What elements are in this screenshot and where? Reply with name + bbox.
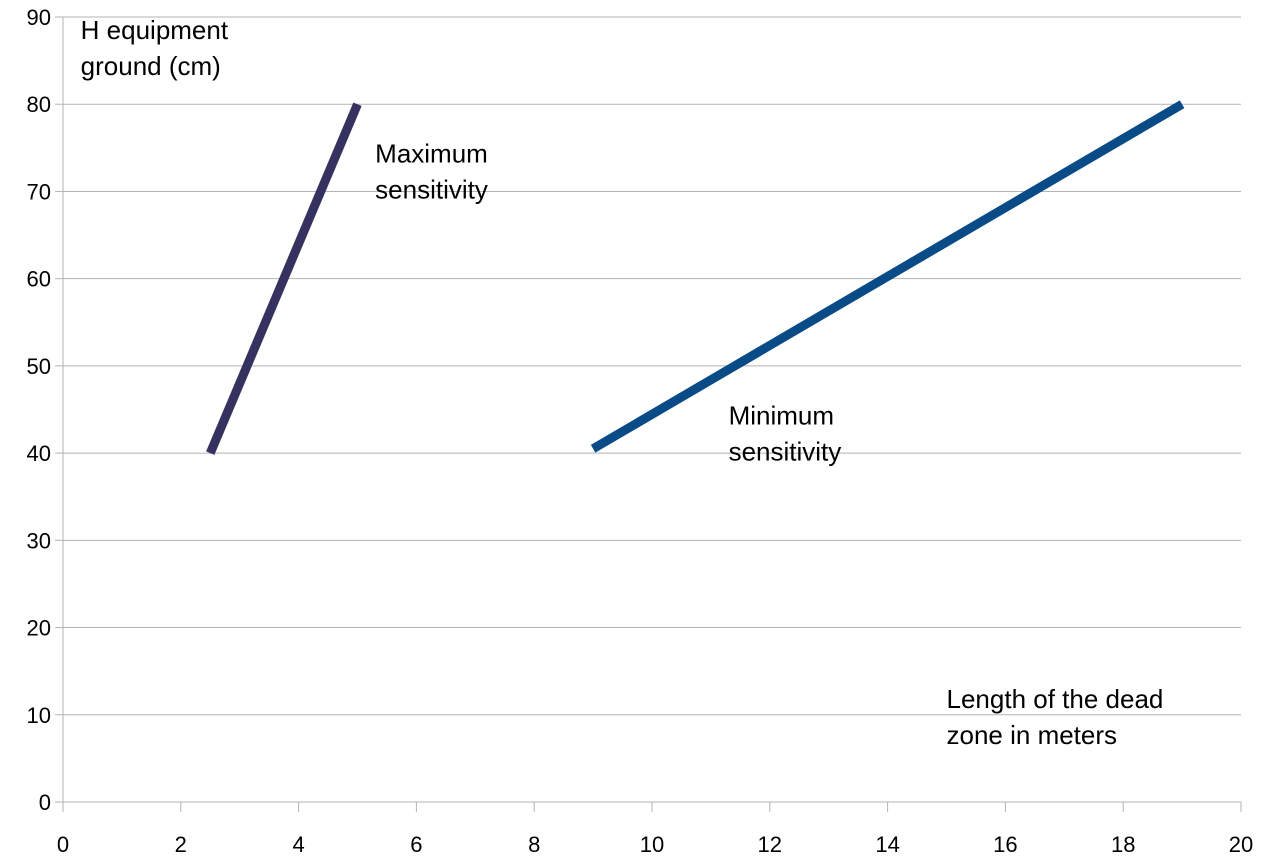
tick-labels: 0 10 20 30 40 50 60 70 80 90 0 2 4 6 8 10 12 14 16 18 20 [27, 5, 1254, 857]
axes [55, 16, 1242, 812]
y-tick-label: 0 [39, 790, 51, 815]
annotation-line: sensitivity [375, 175, 488, 205]
annotation-max: Maximum sensitivity [375, 139, 488, 205]
annotation-line: ground (cm) [81, 51, 221, 81]
annotation-min: Minimum sensitivity [729, 400, 842, 466]
series-line-2 [590, 100, 1185, 453]
y-tick-label: 30 [27, 528, 51, 553]
annotation-line: Length of the dead [947, 684, 1164, 714]
series-line-1 [206, 102, 362, 455]
annotation-xlabel: Length of the dead zone in meters [947, 684, 1164, 750]
y-tick-label: 60 [27, 267, 51, 292]
x-tick-label: 2 [175, 832, 187, 857]
x-tick-label: 4 [292, 832, 304, 857]
annotation-line: Maximum [375, 139, 488, 169]
grid-lines [63, 16, 1241, 716]
y-tick-label: 20 [27, 616, 51, 641]
y-tick-label: 40 [27, 441, 51, 466]
y-tick-label: 90 [27, 5, 51, 30]
annotation-line: sensitivity [729, 436, 842, 466]
x-tick-label: 16 [993, 832, 1017, 857]
y-tick-label: 70 [27, 179, 51, 204]
y-tick-label: 80 [27, 92, 51, 117]
x-tick-label: 10 [640, 832, 664, 857]
annotations: H equipment ground (cm) Maximum sensitivity… [81, 15, 1164, 750]
annotation-line: zone in meters [947, 720, 1118, 750]
x-tick-label: 8 [528, 832, 540, 857]
x-tick-label: 20 [1229, 832, 1253, 857]
x-tick-label: 12 [758, 832, 782, 857]
y-tick-label: 50 [27, 354, 51, 379]
annotation-ylabel: H equipment ground (cm) [81, 15, 229, 81]
x-tick-label: 6 [410, 832, 422, 857]
series-lines [206, 100, 1185, 455]
x-tick-label: 0 [57, 832, 69, 857]
x-tick-label: 18 [1111, 832, 1135, 857]
x-tick-label: 14 [875, 832, 899, 857]
annotation-line: H equipment [81, 15, 229, 45]
y-tick-label: 10 [27, 703, 51, 728]
annotation-line: Minimum [729, 400, 834, 430]
